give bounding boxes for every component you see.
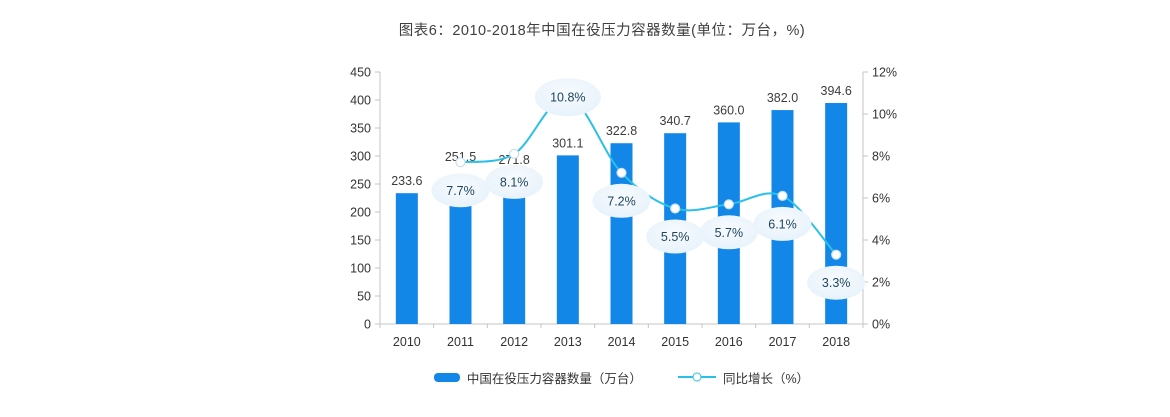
right-axis-tick-label: 0% [872, 318, 890, 332]
bar-value-label: 251.5 [445, 150, 476, 164]
growth-bubble-2012 [485, 164, 544, 199]
growth-value-label: 10.8% [550, 91, 585, 105]
growth-value-label: 5.5% [661, 230, 690, 244]
growth-bubble-2017 [753, 206, 812, 241]
x-axis-category-label: 2015 [661, 335, 689, 349]
chart-title: 图表6：2010-2018年中国在役压力容器数量(单位：万台，%) [398, 23, 806, 39]
chart-legend: 中国在役压力容器数量（万台） 同比增长（%） [380, 367, 863, 387]
growth-bubble-2013 [534, 78, 601, 117]
line-marker-2012 [509, 148, 520, 159]
bar-2011 [449, 183, 472, 324]
left-axis-tick-label: 200 [350, 206, 371, 220]
line-marker-2014 [616, 167, 627, 178]
legend-item-bar-series: 中国在役压力容器数量（万台） [433, 368, 642, 387]
left-axis-tick-label: 0 [364, 318, 371, 332]
bar-value-label: 322.8 [606, 124, 637, 138]
bar-value-label: 301.1 [552, 136, 583, 150]
left-axis-tick-label: 100 [350, 262, 371, 276]
growth-bubble-2018 [807, 265, 866, 300]
x-axis-category-label: 2013 [554, 335, 582, 349]
line-marker-2018 [831, 249, 842, 260]
x-axis-category-label: 2014 [608, 335, 636, 349]
right-axis-tick-label: 2% [872, 276, 890, 290]
x-axis-category-label: 2017 [769, 335, 797, 349]
bar-value-label: 340.7 [660, 114, 691, 128]
growth-bubble-2014 [592, 183, 651, 218]
legend-label-line-series: 同比增长（%） [722, 371, 810, 386]
x-axis-category-label: 2018 [822, 335, 850, 349]
left-axis-tick-label: 150 [350, 234, 371, 248]
line-marker-2011 [455, 157, 466, 168]
left-axis-tick-label: 250 [350, 178, 371, 192]
bar-2010 [395, 193, 418, 324]
x-axis-category-label: 2010 [393, 335, 421, 349]
line-marker-icon [692, 372, 702, 382]
left-axis-tick-label: 400 [350, 94, 371, 108]
growth-value-label: 7.2% [607, 194, 636, 208]
bar-value-label: 360.0 [713, 103, 744, 117]
bar-value-label: 382.0 [767, 91, 798, 105]
plot-layer: 450 400 350 300 250 200 150 100 50 0 12% 10% 8% 6% 4% 2… [350, 66, 897, 350]
right-axis-tick-label: 6% [872, 192, 890, 206]
line-marker-2017 [777, 190, 788, 201]
right-axis-tick-label: 4% [872, 234, 890, 248]
right-axis-tick-label: 12% [872, 66, 897, 80]
left-axis-tick-label: 300 [350, 150, 371, 164]
line-marker-2015 [670, 203, 681, 214]
x-axis-category-label: 2011 [447, 335, 474, 349]
growth-value-label: 7.7% [446, 184, 475, 198]
growth-value-label: 6.1% [768, 217, 797, 231]
growth-value-label: 3.3% [822, 276, 851, 290]
legend-label-bar-series: 中国在役压力容器数量（万台） [466, 371, 642, 386]
growth-bubble-2015 [646, 219, 705, 254]
growth-bubble-2011 [431, 173, 490, 208]
bar-2012 [503, 171, 526, 324]
legend-item-line-series: 同比增长（%） [677, 368, 810, 387]
left-axis-tick-label: 450 [350, 66, 371, 80]
left-axis-tick-label: 50 [357, 290, 371, 304]
right-axis-tick-label: 10% [872, 108, 897, 122]
bar-value-label: 233.6 [391, 174, 422, 188]
x-axis-category-label: 2012 [500, 335, 528, 349]
left-axis-tick-label: 350 [350, 122, 371, 136]
line-marker-2016 [723, 199, 734, 210]
bar-series-swatch-icon [433, 372, 460, 382]
bar-2013 [556, 155, 579, 324]
growth-bubble-2016 [699, 215, 758, 250]
growth-value-label: 5.7% [715, 226, 744, 240]
bar-value-label: 271.8 [499, 153, 530, 167]
right-axis-tick-label: 8% [872, 150, 890, 164]
growth-value-label: 8.1% [500, 175, 529, 189]
bar-value-label: 394.6 [821, 84, 852, 98]
line-series-swatch-icon [677, 372, 716, 382]
x-axis-category-label: 2016 [715, 335, 743, 349]
